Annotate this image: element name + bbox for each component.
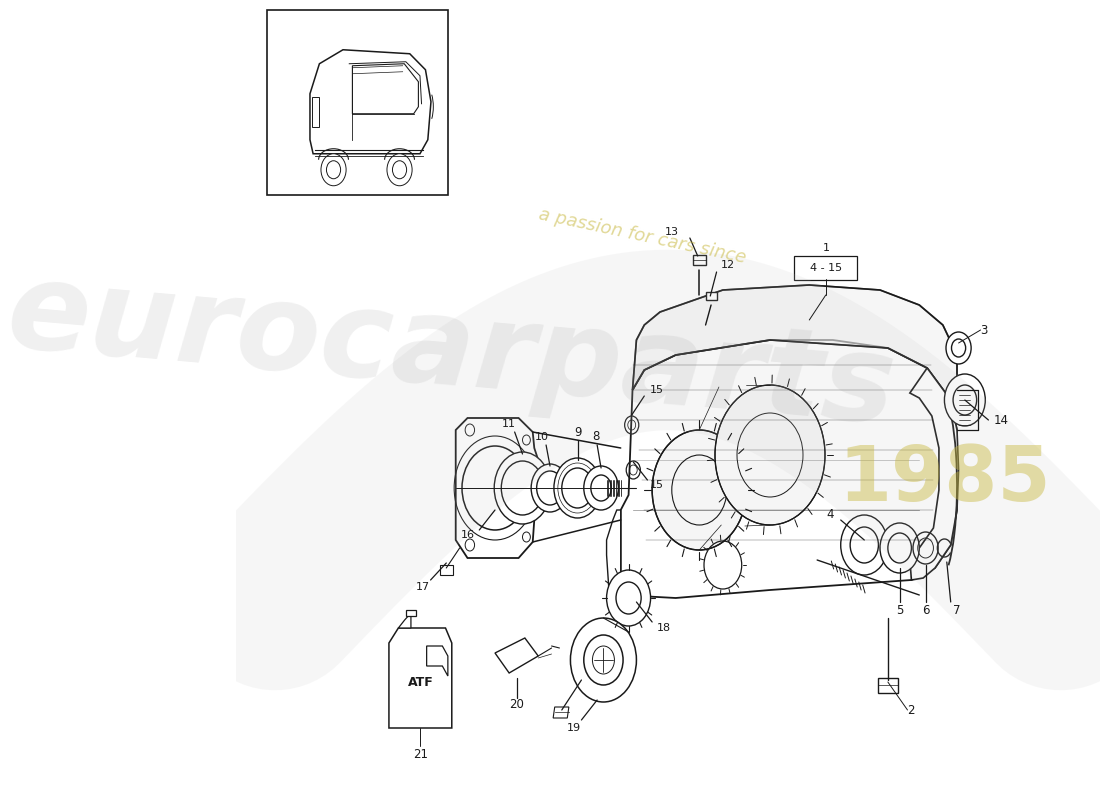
Text: 7: 7 — [954, 603, 960, 617]
Text: 20: 20 — [509, 698, 525, 711]
Text: eurocarparts: eurocarparts — [3, 255, 901, 449]
Circle shape — [554, 458, 601, 518]
Polygon shape — [705, 292, 716, 300]
Polygon shape — [310, 50, 431, 154]
Text: 19: 19 — [566, 723, 581, 733]
Circle shape — [327, 161, 341, 178]
Text: 11: 11 — [502, 419, 516, 429]
Text: a passion for cars since: a passion for cars since — [537, 205, 747, 267]
Circle shape — [952, 339, 966, 357]
Polygon shape — [440, 565, 452, 575]
Polygon shape — [352, 64, 418, 114]
Bar — [267, 10, 448, 195]
Circle shape — [850, 527, 879, 563]
Text: 21: 21 — [412, 749, 428, 762]
Polygon shape — [398, 613, 411, 628]
Circle shape — [571, 618, 637, 702]
Text: ATF: ATF — [407, 677, 433, 690]
Polygon shape — [406, 610, 417, 616]
Circle shape — [945, 374, 986, 426]
Text: 9: 9 — [574, 426, 581, 438]
Text: 13: 13 — [664, 227, 679, 237]
Circle shape — [946, 332, 971, 364]
Polygon shape — [427, 646, 448, 676]
Circle shape — [840, 515, 888, 575]
Text: 12: 12 — [722, 260, 736, 270]
Circle shape — [494, 452, 551, 524]
Polygon shape — [632, 285, 957, 400]
Text: 15: 15 — [650, 480, 663, 490]
Polygon shape — [495, 638, 538, 673]
Circle shape — [616, 582, 641, 614]
Text: 17: 17 — [416, 582, 430, 592]
Text: 16: 16 — [461, 530, 475, 540]
Circle shape — [393, 161, 407, 178]
Text: 4 - 15: 4 - 15 — [810, 263, 842, 273]
Circle shape — [652, 430, 747, 550]
Text: 14: 14 — [994, 414, 1009, 426]
Text: 5: 5 — [896, 603, 903, 617]
Circle shape — [537, 471, 563, 505]
Polygon shape — [455, 418, 538, 558]
Circle shape — [562, 468, 593, 508]
Circle shape — [953, 385, 977, 415]
Polygon shape — [620, 340, 957, 598]
Text: 18: 18 — [657, 623, 671, 633]
Polygon shape — [606, 510, 620, 598]
Text: 2: 2 — [908, 703, 915, 717]
Circle shape — [502, 461, 543, 515]
Circle shape — [321, 154, 346, 186]
Circle shape — [888, 533, 912, 563]
Circle shape — [387, 154, 412, 186]
Text: 8: 8 — [592, 430, 600, 443]
Circle shape — [880, 523, 920, 573]
Text: 1985: 1985 — [838, 443, 1050, 517]
Circle shape — [584, 466, 618, 510]
Polygon shape — [389, 628, 452, 728]
Polygon shape — [693, 255, 705, 265]
Text: 1: 1 — [823, 243, 830, 253]
Text: 3: 3 — [980, 323, 988, 337]
Circle shape — [584, 635, 623, 685]
Text: 15: 15 — [650, 385, 663, 395]
Bar — [311, 97, 319, 126]
Polygon shape — [553, 707, 569, 718]
Polygon shape — [878, 678, 898, 693]
Circle shape — [606, 570, 650, 626]
Text: 10: 10 — [535, 432, 549, 442]
Circle shape — [715, 385, 825, 525]
Text: 4: 4 — [827, 509, 834, 522]
Circle shape — [531, 464, 569, 512]
Text: 6: 6 — [922, 603, 930, 617]
Polygon shape — [910, 368, 958, 580]
FancyBboxPatch shape — [794, 256, 857, 280]
Circle shape — [591, 475, 612, 501]
